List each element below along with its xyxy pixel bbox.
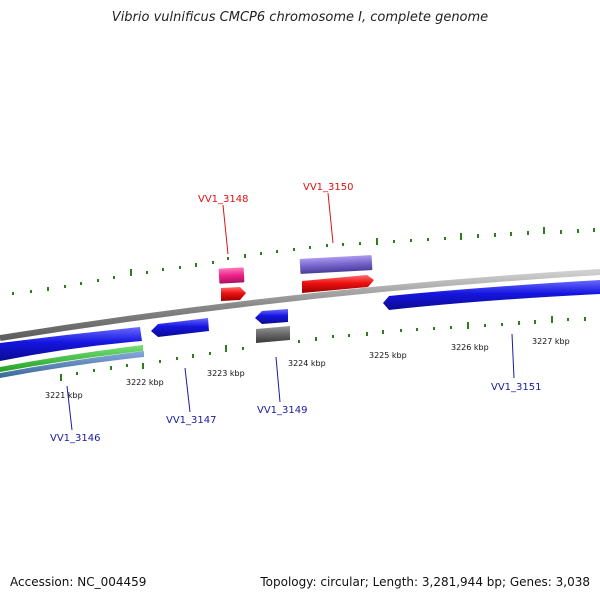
kbp-label-3226: 3226 kbp xyxy=(451,343,489,352)
gene-label-vv1-3149[interactable]: VV1_3149 xyxy=(257,405,308,416)
gene-block-vv1-3148-top[interactable] xyxy=(218,267,245,284)
gene-leader-lines xyxy=(66,192,515,431)
gene-arrow-vv1-3150[interactable] xyxy=(302,275,374,293)
gene-label-vv1-3146[interactable]: VV1_3146 xyxy=(50,433,101,444)
kbp-label-3225: 3225 kbp xyxy=(369,351,407,360)
gene-label-vv1-3150[interactable]: VV1_3150 xyxy=(303,182,354,193)
gene-arrow-vv1-3146[interactable] xyxy=(0,327,142,361)
gene-arrow-vv1-3148[interactable] xyxy=(221,287,246,301)
outer-tick-track xyxy=(12,227,595,295)
genome-stats-text: Topology: circular; Length: 3,281,944 bp… xyxy=(260,575,590,589)
kbp-label-3222: 3222 kbp xyxy=(126,378,164,387)
kbp-label-3221: 3221 kbp xyxy=(45,391,83,400)
gene-label-vv1-3147[interactable]: VV1_3147 xyxy=(166,415,217,426)
gene-label-vv1-3151[interactable]: VV1_3151 xyxy=(491,382,542,393)
kbp-label-3224: 3224 kbp xyxy=(288,359,326,368)
gene-arrow-vv1-3147[interactable] xyxy=(151,318,209,337)
gene-label-vv1-3148[interactable]: VV1_3148 xyxy=(198,194,249,205)
green-feature-track xyxy=(0,345,143,372)
inner-tick-track xyxy=(60,316,586,381)
steel-feature-track xyxy=(0,351,144,378)
map-title: Vibrio vulnificus CMCP6 chromosome I, co… xyxy=(111,10,489,25)
gene-block-vv1-3150-top[interactable] xyxy=(299,255,373,274)
accession-text: Accession: NC_004459 xyxy=(10,575,147,589)
kbp-label-3227: 3227 kbp xyxy=(532,337,570,346)
gene-arrow-vv1-3149[interactable] xyxy=(255,309,288,324)
kbp-label-3223: 3223 kbp xyxy=(207,369,245,378)
backbone xyxy=(0,269,600,341)
gene-arrow-vv1-3151[interactable] xyxy=(383,280,600,310)
gene-block-vv1-3149-inner[interactable] xyxy=(256,326,290,343)
